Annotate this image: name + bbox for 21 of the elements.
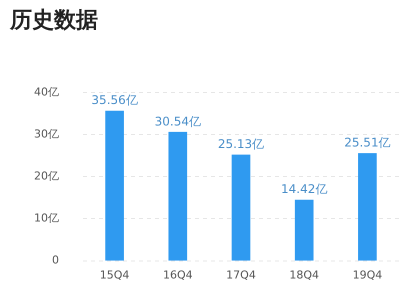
bar	[232, 154, 250, 261]
data-label: 35.56亿	[91, 93, 138, 108]
data-label: 30.54亿	[154, 114, 201, 128]
x-tick-label: 17Q4	[226, 268, 256, 282]
x-tick-label: 16Q4	[162, 268, 193, 282]
x-tick-label: 15Q4	[100, 268, 130, 282]
y-tick-label: 20亿	[34, 169, 59, 182]
data-label: 14.42亿	[281, 182, 328, 196]
bar	[105, 110, 124, 261]
chart-title: 历史数据	[9, 8, 98, 33]
y-tick-label: 0	[52, 254, 59, 267]
data-label: 25.51亿	[344, 136, 391, 150]
y-tick-label: 30亿	[34, 127, 59, 140]
data-label: 25.13亿	[218, 137, 264, 152]
bar	[294, 200, 314, 261]
bar	[358, 153, 377, 261]
y-tick-label: 10亿	[34, 212, 59, 225]
x-tick-label: 19Q4	[352, 268, 382, 282]
x-tick-label: 18Q4	[289, 268, 320, 282]
bar	[168, 132, 188, 261]
y-tick-label: 40亿	[34, 85, 59, 98]
